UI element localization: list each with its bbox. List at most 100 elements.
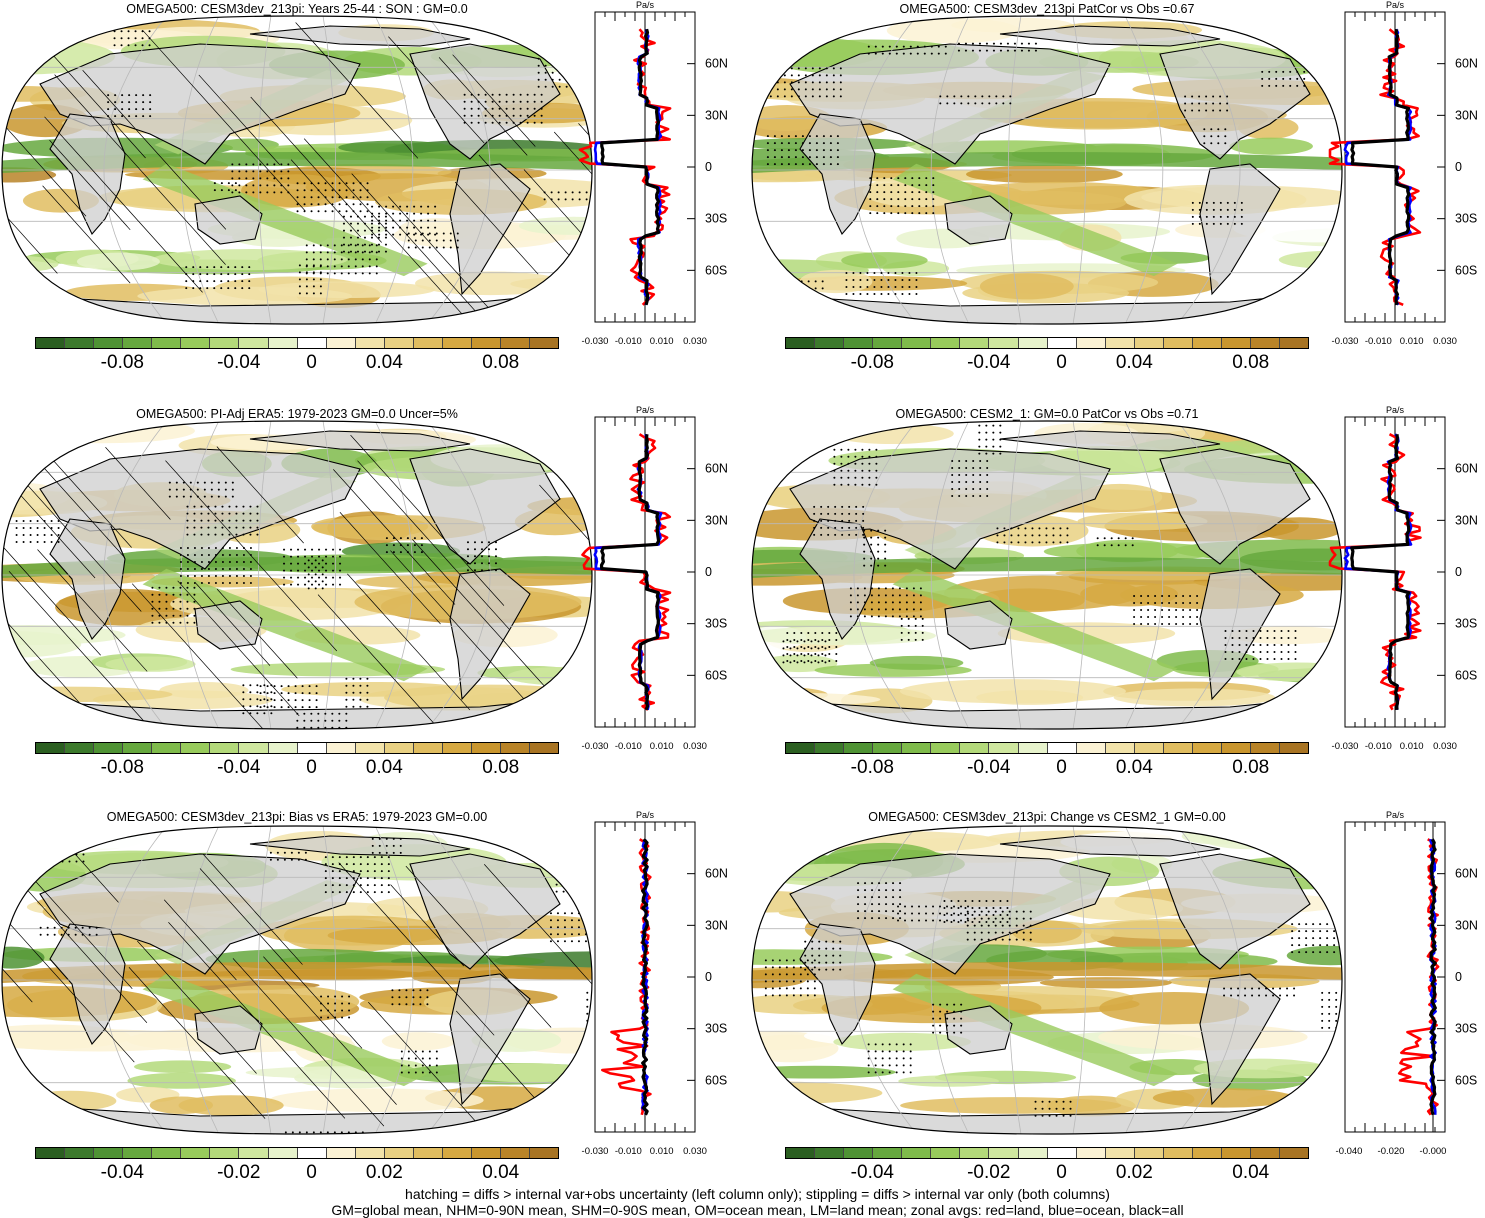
field-blob xyxy=(1076,539,1179,563)
colorbar-swatch xyxy=(210,1148,240,1158)
lat-label: 0 xyxy=(705,970,712,984)
spcz-band xyxy=(892,163,1178,277)
lat-label: 60N xyxy=(705,57,728,71)
graticule-lon xyxy=(103,16,168,324)
itcz-band xyxy=(2,151,592,174)
colorbar-swatch xyxy=(873,338,903,348)
land-mask xyxy=(195,196,262,244)
graticule-lon xyxy=(1176,826,1241,1134)
colorbar-labels: -0.08 -0.04 0 0.04 0.08 xyxy=(785,352,1309,376)
colorbar-swatch xyxy=(902,338,932,348)
x-tick-label: -0.010 xyxy=(615,1146,642,1157)
x-tick-label: -0.030 xyxy=(582,336,609,347)
x-tick-label: -0.010 xyxy=(1365,741,1392,752)
colorbar-swatch xyxy=(152,1148,182,1158)
field-blob xyxy=(6,421,195,444)
colorbar-tick-label: 0.04 xyxy=(365,757,403,778)
colorbar-swatch xyxy=(1018,743,1048,753)
map-border xyxy=(751,15,1343,325)
field-blob xyxy=(2,16,65,47)
coastline xyxy=(449,973,531,1106)
zonal-all-curve xyxy=(1350,434,1411,710)
colorbar-swatch xyxy=(989,1148,1019,1158)
colorbar-tick-label: 0.08 xyxy=(482,757,520,778)
colorbar-swatch xyxy=(36,1148,66,1158)
colorbar-swatch xyxy=(1251,743,1281,753)
colorbar-swatch xyxy=(844,338,874,348)
colorbar-tick-label: 0 xyxy=(1056,757,1067,778)
colorbar-swatch xyxy=(1192,338,1222,348)
lat-label: 60S xyxy=(705,1073,727,1087)
colorbar-swatch xyxy=(355,1148,385,1158)
colorbar-swatch xyxy=(501,743,531,753)
graticule-lon xyxy=(180,16,220,324)
colorbar-swatch xyxy=(1280,338,1309,348)
graticule-lon xyxy=(1007,16,1022,324)
colorbar-swatch xyxy=(815,743,845,753)
graticule-lon xyxy=(257,421,272,729)
colorbar-swatch xyxy=(1251,1148,1281,1158)
panel-title: OMEGA500: CESM3dev_213pi PatCor vs Obs =… xyxy=(899,2,1195,16)
colorbar-swatch xyxy=(530,1148,559,1158)
graticule-lon xyxy=(1124,421,1164,729)
colorbar-tick-label: -0.04 xyxy=(967,757,1011,778)
graticule-lon xyxy=(853,826,918,1134)
colorbar-swatch xyxy=(786,338,816,348)
colorbar-swatch xyxy=(297,1148,327,1158)
colorbar xyxy=(35,337,559,349)
graticule-lon xyxy=(322,826,337,1134)
colorbar-swatch xyxy=(1018,338,1048,348)
colorbar-swatch xyxy=(442,743,472,753)
colorbar-swatch xyxy=(239,1148,269,1158)
robinson-map xyxy=(751,420,1343,730)
land-mask xyxy=(1000,26,1220,46)
panel-title: OMEGA500: PI-Adj ERA5: 1979-2023 GM=0.0 … xyxy=(136,407,458,421)
colorbar-swatch xyxy=(36,743,66,753)
coastline xyxy=(799,113,876,235)
colorbar-swatch xyxy=(1163,743,1193,753)
map-border xyxy=(751,825,1343,1135)
field-blob xyxy=(414,271,566,296)
graticule-lon xyxy=(374,826,414,1134)
x-tick-label: 0.030 xyxy=(1433,336,1457,347)
colorbar-swatch xyxy=(181,743,211,753)
spcz-band xyxy=(142,163,428,277)
graticule-lon xyxy=(322,421,337,729)
colorbar-swatch xyxy=(1163,338,1193,348)
coastline xyxy=(249,430,471,452)
zonal-all-curve xyxy=(1350,28,1411,306)
colorbar-tick-label: 0 xyxy=(306,757,317,778)
colorbar-swatch xyxy=(815,338,845,348)
x-tick-label: 0.030 xyxy=(683,336,707,347)
colorbar-swatch xyxy=(239,338,269,348)
x-tick-label: -0.010 xyxy=(615,336,642,347)
coastline xyxy=(1199,973,1281,1106)
zonal-all-curve xyxy=(599,434,661,711)
coastline xyxy=(409,448,561,565)
field-blob xyxy=(22,1090,117,1112)
lat-label: 30N xyxy=(705,108,728,122)
colorbar-swatch xyxy=(471,743,501,753)
colorbar-tick-label: 0.08 xyxy=(1232,757,1270,778)
field-blob xyxy=(752,18,826,39)
map-border xyxy=(1,825,593,1135)
colorbar-tick-label: 0.08 xyxy=(1232,352,1270,373)
graticule-lon xyxy=(322,16,337,324)
zonal-mean-plot: Pa/s 60N 30N 0 30S 60S -0.030 -0.010 0.010 0.030 xyxy=(581,405,728,752)
x-tick-label: 0.030 xyxy=(1433,741,1457,752)
colorbar-swatch xyxy=(36,338,66,348)
lat-label: 0 xyxy=(705,160,712,174)
colorbar-swatch xyxy=(268,743,298,753)
colorbar-swatch xyxy=(989,338,1019,348)
field-blob xyxy=(752,25,794,47)
field-blob xyxy=(898,1075,999,1087)
colorbar-labels: -0.08 -0.04 0 0.04 0.08 xyxy=(785,757,1309,781)
field-blob xyxy=(1113,688,1276,707)
field-blob xyxy=(381,1032,456,1051)
field-blob xyxy=(752,1088,801,1104)
robinson-map xyxy=(751,825,1343,1135)
land-mask xyxy=(1200,569,1280,699)
panel-1: OMEGA500: CESM3dev_213pi: Years 25-44 : … xyxy=(0,0,742,395)
colorbar-swatch xyxy=(1018,1148,1048,1158)
graticule-lon xyxy=(853,421,918,729)
